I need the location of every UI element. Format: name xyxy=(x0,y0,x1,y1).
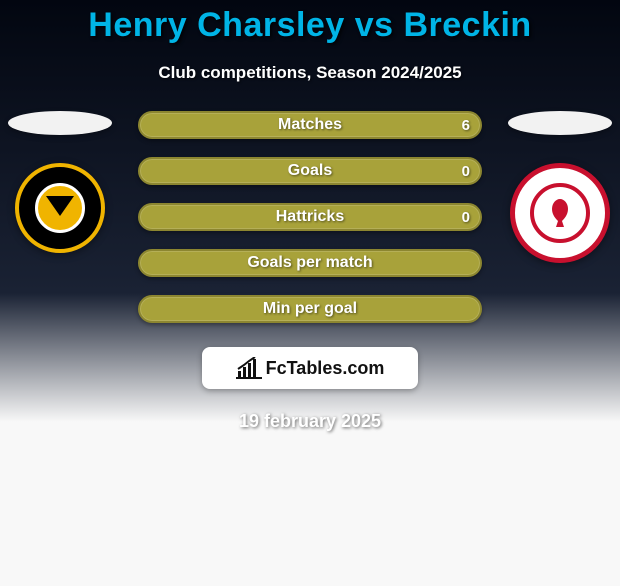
club-badge-right xyxy=(510,163,610,263)
stat-row-goals: Goals 0 xyxy=(138,157,482,185)
stat-right-value: 0 xyxy=(462,163,470,180)
comparison-content: Matches 6 Goals 0 Hattricks 0 Goals per … xyxy=(0,111,620,432)
player-left-avatar xyxy=(8,111,112,135)
stats-list: Matches 6 Goals 0 Hattricks 0 Goals per … xyxy=(138,111,482,323)
stat-label: Min per goal xyxy=(263,300,357,318)
stat-label: Hattricks xyxy=(276,208,344,226)
stat-row-hattricks: Hattricks 0 xyxy=(138,203,482,231)
brand-logo[interactable]: FcTables.com xyxy=(202,347,418,389)
stat-label: Goals per match xyxy=(247,254,372,272)
player-left-column xyxy=(5,111,115,253)
club-badge-left-inner xyxy=(35,183,85,233)
stat-row-goals-per-match: Goals per match xyxy=(138,249,482,277)
player-right-column xyxy=(505,111,615,263)
stat-right-value: 0 xyxy=(462,209,470,226)
stat-label: Goals xyxy=(288,162,332,180)
club-badge-left xyxy=(15,163,105,253)
date-text: 19 february 2025 xyxy=(0,411,620,432)
stat-row-matches: Matches 6 xyxy=(138,111,482,139)
subtitle: Club competitions, Season 2024/2025 xyxy=(0,63,620,83)
page-title: Henry Charsley vs Breckin xyxy=(0,6,620,45)
player-right-avatar xyxy=(508,111,612,135)
brand-name: FcTables.com xyxy=(266,358,385,379)
club-badge-left-chevron xyxy=(46,196,74,216)
club-badge-right-inner xyxy=(530,183,590,243)
stat-right-value: 6 xyxy=(462,117,470,134)
stat-label: Matches xyxy=(278,116,342,134)
stat-row-min-per-goal: Min per goal xyxy=(138,295,482,323)
chart-icon xyxy=(236,357,262,379)
